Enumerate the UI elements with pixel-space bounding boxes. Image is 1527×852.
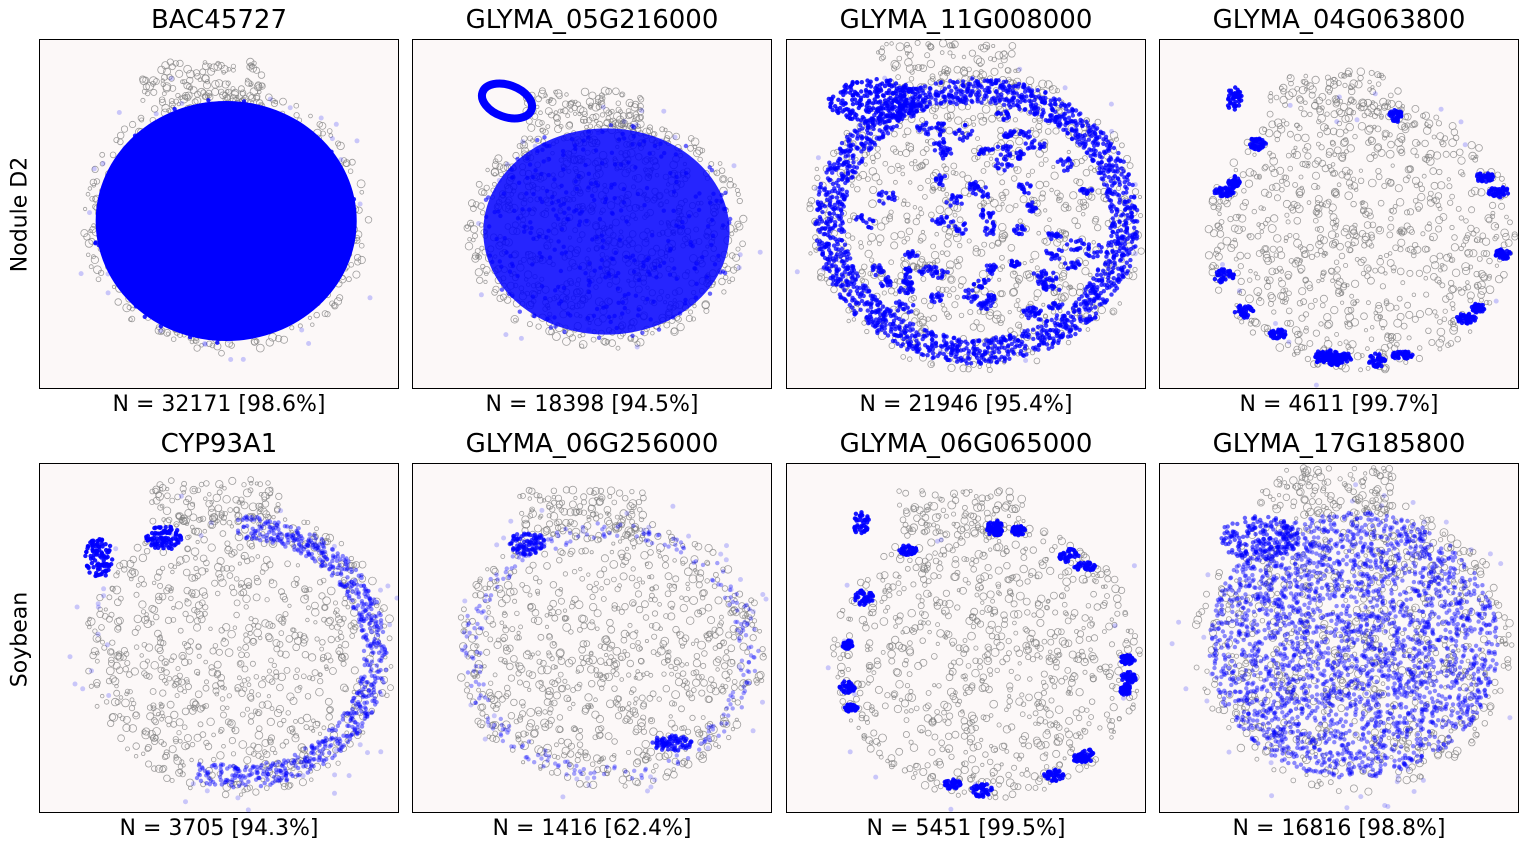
panel-caption-4: N = 4611 [99.7%] (1239, 392, 1439, 417)
panel-title-5: CYP93A1 (160, 429, 278, 459)
row-label-nodule: Nodule D2 (7, 156, 33, 273)
expression-points (460, 503, 769, 800)
panel-caption-6: N = 1416 [62.4%] (492, 816, 692, 841)
scatter-panel-2 (412, 39, 772, 389)
tissue-cells (1192, 464, 1515, 796)
expression-points (794, 66, 1140, 366)
panel-title-3: GLYMA_11G008000 (839, 5, 1093, 35)
expression-points (476, 104, 763, 350)
row-label-soybean: Soybean (7, 591, 33, 688)
loop-expression-region (477, 79, 537, 123)
expression-points (825, 510, 1138, 812)
panel-caption-3: N = 21946 [95.4%] (859, 392, 1073, 417)
plot-area (412, 463, 772, 813)
scatter-panel-7 (786, 463, 1146, 813)
panel-title-6: GLYMA_06G256000 (465, 429, 719, 459)
panel-caption-5: N = 3705 [94.3%] (119, 816, 319, 841)
scatter-panel-3 (786, 39, 1146, 389)
panel-caption-1: N = 32171 [98.6%] (112, 392, 326, 417)
plot-area (1159, 39, 1519, 389)
expression-points (67, 493, 399, 813)
expression-points (78, 76, 373, 362)
panel-title-8: GLYMA_17G185800 (1212, 429, 1466, 459)
panel-caption-7: N = 5451 [99.5%] (866, 816, 1066, 841)
panel-caption-8: N = 16816 [98.8%] (1232, 816, 1446, 841)
scatter-panel-4 (1159, 39, 1519, 389)
expression-points (1169, 482, 1513, 811)
scatter-panel-1 (39, 39, 399, 389)
scatter-panel-8 (1159, 463, 1519, 813)
expression-points (1212, 85, 1513, 388)
dense-expression-region (483, 128, 730, 335)
panel-title-4: GLYMA_04G063800 (1212, 5, 1466, 35)
panel-caption-2: N = 18398 [94.5%] (485, 392, 699, 417)
tissue-cells (457, 485, 767, 789)
tissue-cells (85, 476, 394, 799)
scatter-panel-5 (39, 463, 399, 813)
panel-title-2: GLYMA_05G216000 (465, 5, 719, 35)
scatter-panel-6 (412, 463, 772, 813)
panel-title-1: BAC45727 (150, 5, 288, 35)
panel-title-7: GLYMA_06G065000 (839, 429, 1093, 459)
